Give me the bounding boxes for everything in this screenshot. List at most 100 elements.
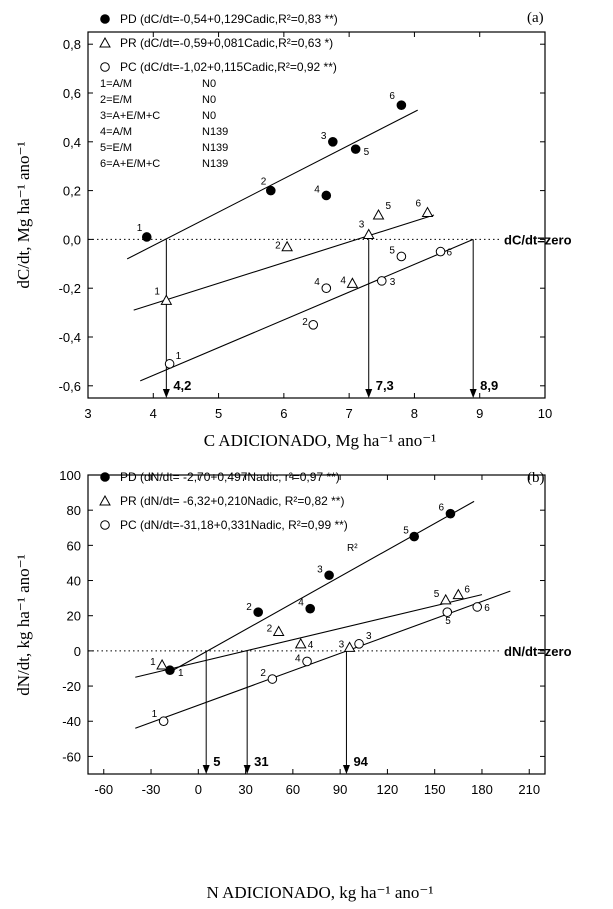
data-point-pd bbox=[305, 603, 315, 614]
data-point-pc bbox=[354, 639, 364, 649]
y-tick-label: 60 bbox=[67, 538, 81, 553]
data-point-label: 6 bbox=[464, 585, 470, 596]
legend-entry: PD (dC/dt=-0,54+0,129Cadic,R²=0,83 **) bbox=[120, 12, 338, 26]
data-point-label: 2 bbox=[267, 624, 273, 635]
data-point-pc bbox=[435, 246, 446, 257]
x-tick-label: 3 bbox=[84, 406, 91, 421]
y-tick-label: 0,8 bbox=[63, 37, 81, 52]
x-tick-label: -30 bbox=[142, 782, 161, 797]
data-point-pr bbox=[421, 206, 434, 218]
regression-line-pr bbox=[133, 214, 435, 311]
data-point-label: 4 bbox=[314, 184, 320, 195]
zero-crossing-label: 8,9 bbox=[480, 378, 498, 393]
chart-panel-a: 3 4 5 6 7 8 9 10 -0,6 -0,4 -0,2 0,0 0,2 0,4 0,6 0,8 dC/d… bbox=[14, 10, 572, 450]
y-axis-label: dN/dt, kg ha⁻¹ ano⁻¹ bbox=[14, 554, 33, 695]
data-point-label: 4 bbox=[308, 640, 314, 651]
data-point-pr bbox=[294, 637, 307, 649]
data-point-pr bbox=[452, 588, 465, 600]
data-point-pd bbox=[445, 508, 456, 519]
y-tick-label: -60 bbox=[62, 749, 81, 764]
data-point-pc bbox=[396, 251, 407, 262]
y-tick-label: -20 bbox=[62, 679, 81, 694]
x-tick-label: 10 bbox=[538, 406, 552, 421]
treatment-dose: N139 bbox=[202, 126, 228, 138]
data-point-pd bbox=[321, 190, 332, 201]
data-point-pr bbox=[281, 240, 293, 252]
y-tick-label: -0,4 bbox=[59, 330, 81, 345]
y-tick-label: -0,6 bbox=[59, 379, 81, 394]
zero-crossing-label: 94 bbox=[353, 754, 368, 769]
data-point-pr bbox=[272, 625, 285, 637]
data-point-pd bbox=[141, 232, 152, 242]
legend-marker bbox=[100, 520, 110, 530]
data-point-label: 3 bbox=[339, 639, 345, 650]
data-point-label: 1 bbox=[137, 223, 143, 234]
legend-entry: PC (dC/dt=-1,02+0,115Cadic,R²=0,92 **) bbox=[120, 60, 337, 74]
x-tick-label: 8 bbox=[411, 406, 418, 421]
x-axis-label: C ADICIONADO, Mg ha⁻¹ ano⁻¹ bbox=[204, 431, 437, 450]
data-point-label: 3 bbox=[390, 277, 396, 288]
data-point-pd bbox=[396, 100, 407, 110]
legend-entry: PC (dN/dt=-31,18+0,331Nadic, R²=0,99 **) bbox=[120, 518, 348, 532]
treatment-code: 5=E/M bbox=[100, 142, 132, 154]
legend-entry: PD (dN/dt= -2,70+0,497Nadic, r²=0,97 **) bbox=[120, 470, 340, 484]
x-tick-label: 180 bbox=[471, 782, 493, 797]
data-point-label: 2 bbox=[260, 668, 266, 679]
data-point-label: 6 bbox=[438, 503, 444, 514]
data-point-label: 1 bbox=[150, 657, 156, 668]
data-point-label: 5 bbox=[434, 589, 440, 600]
treatment-dose: N0 bbox=[202, 78, 216, 90]
chart-panel-b: -60 -30 0 30 60 90 120 150 180 210-60-40-20020406… bbox=[14, 468, 572, 902]
legend-entry: PR (dC/dt=-0,59+0,081Cadic,R²=0,63 *) bbox=[120, 36, 333, 50]
treatment-code: 3=A+E/M+C bbox=[100, 110, 160, 122]
data-point-pc bbox=[308, 320, 319, 330]
x-tick-label: 60 bbox=[286, 782, 300, 797]
data-point-pr bbox=[439, 593, 452, 605]
zero-crossing-label: 7,3 bbox=[376, 378, 394, 393]
plot-frame bbox=[87, 31, 546, 399]
x-tick-label: 90 bbox=[333, 782, 347, 797]
data-point-label: 3 bbox=[366, 631, 372, 642]
data-point-pr bbox=[343, 641, 356, 652]
data-point-pr bbox=[362, 228, 375, 240]
data-point-pc bbox=[158, 716, 169, 727]
treatment-dose: N139 bbox=[202, 158, 228, 170]
data-point-label: 4 bbox=[340, 275, 346, 286]
treatment-code: 4=A/M bbox=[100, 126, 132, 138]
data-point-label: 4 bbox=[295, 653, 301, 664]
treatment-dose: N0 bbox=[202, 94, 216, 106]
data-point-label: 6 bbox=[484, 603, 490, 614]
data-point-label: 5 bbox=[364, 147, 370, 158]
y-tick-label: 40 bbox=[67, 574, 81, 589]
x-tick-label: 0 bbox=[195, 782, 202, 797]
data-point-label: 6 bbox=[415, 199, 421, 210]
zero-crossing-label: 31 bbox=[254, 754, 268, 769]
data-point-pr bbox=[346, 277, 359, 288]
treatment-code: 1=A/M bbox=[100, 78, 132, 90]
data-point-pr bbox=[372, 208, 385, 220]
data-point-label: 5 bbox=[386, 201, 392, 212]
zero-crossing-label: 5 bbox=[213, 754, 220, 769]
data-point-pd bbox=[350, 144, 361, 154]
stray-superscript: R² bbox=[347, 543, 358, 554]
y-tick-label: -0,2 bbox=[59, 281, 81, 296]
data-point-label: 4 bbox=[298, 598, 304, 609]
x-axis-label: N ADICIONADO, kg ha⁻¹ ano⁻¹ bbox=[207, 883, 434, 902]
data-point-label: 1 bbox=[176, 351, 182, 362]
data-point-pc bbox=[442, 607, 453, 617]
data-point-pd bbox=[266, 185, 276, 196]
data-point-label: 4 bbox=[314, 277, 320, 288]
plot-frame bbox=[87, 474, 546, 775]
y-tick-label: -40 bbox=[62, 714, 81, 729]
zero-line-label: dN/dt=zero bbox=[504, 644, 572, 659]
panel-label: (a) bbox=[527, 10, 544, 26]
regression-line-pr bbox=[135, 594, 483, 678]
regression-line-pc bbox=[140, 238, 474, 382]
legend-marker bbox=[99, 494, 111, 506]
y-tick-label: 0,4 bbox=[63, 135, 81, 150]
data-point-label: 5 bbox=[403, 526, 409, 537]
data-point-pd bbox=[409, 531, 420, 542]
arrow-head bbox=[202, 765, 210, 774]
data-point-label: 3 bbox=[359, 220, 365, 231]
y-tick-label: 100 bbox=[59, 468, 81, 483]
